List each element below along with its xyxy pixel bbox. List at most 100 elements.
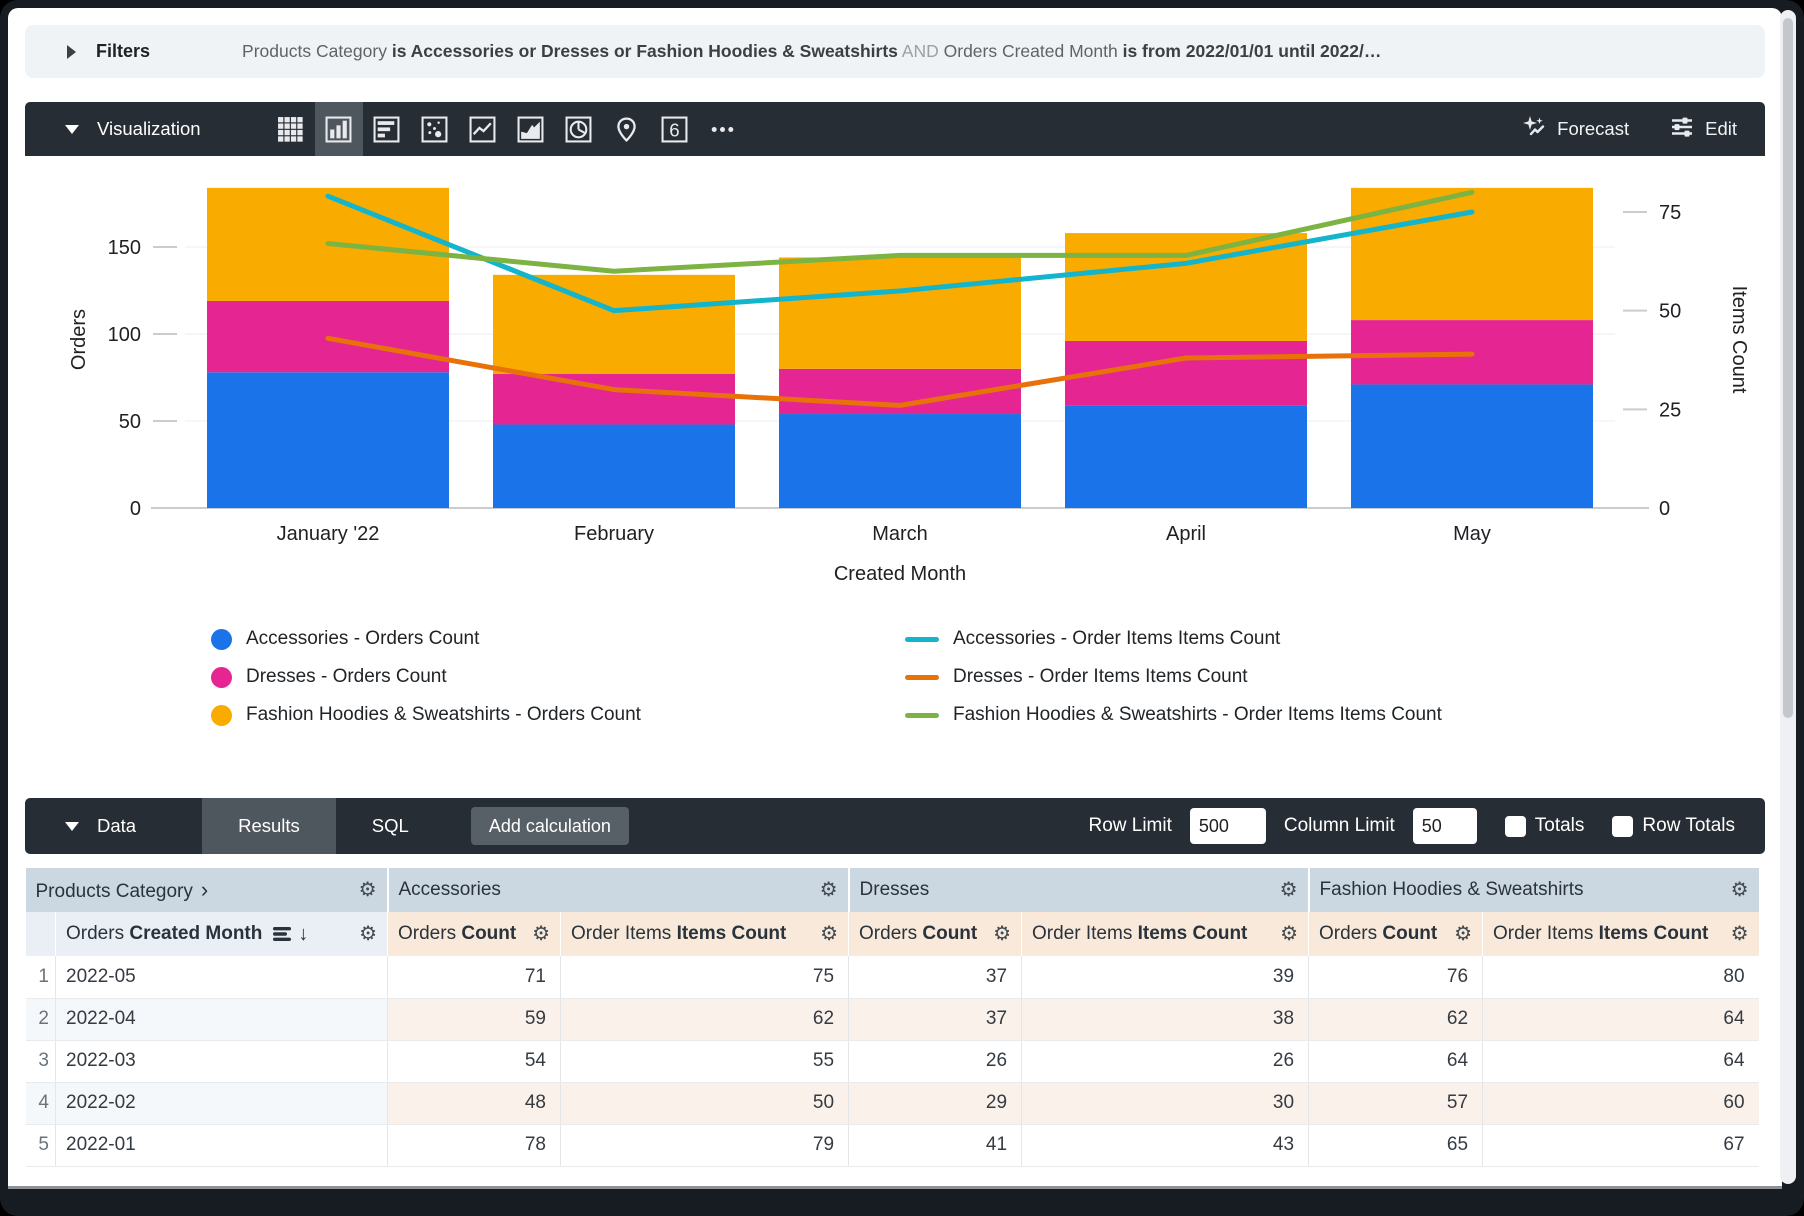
- bar-segment[interactable]: [493, 374, 735, 425]
- single-value-icon[interactable]: 6: [651, 102, 699, 156]
- measure-cell[interactable]: 39: [1021, 956, 1309, 999]
- measure-cell[interactable]: 67: [1482, 1124, 1759, 1167]
- measure-cell[interactable]: 26: [1021, 1040, 1309, 1083]
- bar-segment[interactable]: [207, 372, 449, 508]
- measure-cell[interactable]: 71: [387, 956, 561, 999]
- measure-cell[interactable]: 55: [559, 1040, 849, 1083]
- measure-cell[interactable]: 79: [559, 1124, 849, 1167]
- measure-cell[interactable]: 37: [848, 956, 1022, 999]
- tab-sql[interactable]: SQL: [371, 815, 409, 836]
- bar-segment[interactable]: [779, 257, 1021, 369]
- measure-cell[interactable]: 62: [1308, 998, 1483, 1041]
- stacked-bar[interactable]: [1065, 233, 1307, 508]
- group-header[interactable]: Dresses ⚙: [847, 868, 1309, 912]
- measure-cell[interactable]: 38: [1021, 998, 1309, 1041]
- gear-icon[interactable]: ⚙: [820, 923, 839, 945]
- trend-line[interactable]: [325, 335, 1475, 408]
- measure-cell[interactable]: 80: [1482, 956, 1759, 999]
- legend-item[interactable]: Fashion Hoodies & Sweatshirts - Order It…: [905, 696, 1442, 734]
- measure-cell[interactable]: 26: [848, 1040, 1022, 1083]
- measure-header[interactable]: Orders Count ⚙: [1308, 912, 1483, 956]
- pie-chart-icon[interactable]: [555, 102, 603, 156]
- measure-cell[interactable]: 64: [1308, 1040, 1483, 1083]
- measure-header[interactable]: Orders Count ⚙: [387, 912, 561, 956]
- dimension-cell[interactable]: 2022-02: [55, 1082, 388, 1125]
- gear-icon[interactable]: ⚙: [993, 923, 1012, 945]
- filters-bar[interactable]: Filters Products Category is Accessories…: [25, 25, 1765, 78]
- line-chart-icon[interactable]: [459, 102, 507, 156]
- measure-cell[interactable]: 50: [559, 1082, 849, 1125]
- dimension-cell[interactable]: 2022-03: [55, 1040, 388, 1083]
- measure-cell[interactable]: 64: [1482, 1040, 1759, 1083]
- map-icon[interactable]: [603, 102, 651, 156]
- column-limit-input[interactable]: [1412, 808, 1477, 844]
- vertical-scrollbar[interactable]: [1780, 10, 1796, 1184]
- forecast-button[interactable]: Forecast: [1521, 114, 1629, 145]
- gear-icon[interactable]: ⚙: [359, 923, 377, 945]
- data-collapse-icon[interactable]: [65, 821, 79, 831]
- dimension-header[interactable]: Orders Created Month ↓ ⚙: [55, 912, 388, 956]
- gear-icon[interactable]: ⚙: [1280, 923, 1299, 945]
- measure-cell[interactable]: 54: [387, 1040, 561, 1083]
- measure-cell[interactable]: 65: [1308, 1124, 1483, 1167]
- row-totals-checkbox[interactable]: [1612, 815, 1634, 837]
- group-header[interactable]: Accessories ⚙: [386, 868, 849, 912]
- measure-header[interactable]: Order Items Items Count ⚙: [1021, 912, 1309, 956]
- scrollbar-thumb[interactable]: [1783, 18, 1793, 718]
- bar-segment[interactable]: [1351, 187, 1593, 321]
- legend-item[interactable]: Dresses - Order Items Items Count: [905, 658, 1442, 696]
- scatter-icon[interactable]: [411, 102, 459, 156]
- stacked-bar[interactable]: [779, 257, 1021, 508]
- stacked-bar[interactable]: [207, 187, 449, 508]
- measure-header[interactable]: Order Items Items Count ⚙: [559, 912, 849, 956]
- measure-cell[interactable]: 30: [1021, 1082, 1309, 1125]
- totals-checkbox-wrap[interactable]: Totals: [1504, 815, 1584, 837]
- measure-cell[interactable]: 62: [559, 998, 849, 1041]
- dimension-cell[interactable]: 2022-04: [55, 998, 388, 1041]
- gear-icon[interactable]: ⚙: [1279, 879, 1298, 901]
- gear-icon[interactable]: ⚙: [532, 923, 550, 945]
- gear-icon[interactable]: ⚙: [819, 879, 838, 901]
- stacked-bar[interactable]: [1351, 187, 1593, 508]
- bar-chart-icon[interactable]: [363, 102, 411, 156]
- bar-segment[interactable]: [493, 274, 735, 375]
- legend-item[interactable]: Accessories - Orders Count: [211, 620, 641, 658]
- measure-header[interactable]: Order Items Items Count ⚙: [1482, 912, 1759, 956]
- measure-cell[interactable]: 48: [387, 1082, 561, 1125]
- tab-results[interactable]: Results: [202, 798, 336, 854]
- measure-cell[interactable]: 57: [1308, 1082, 1483, 1125]
- trend-line[interactable]: [325, 189, 1475, 274]
- table-icon[interactable]: [267, 102, 315, 156]
- gear-icon[interactable]: ⚙: [358, 879, 377, 901]
- stacked-bar[interactable]: [493, 274, 735, 508]
- measure-header[interactable]: Orders Count ⚙: [848, 912, 1022, 956]
- measure-cell[interactable]: 75: [559, 956, 849, 999]
- bar-segment[interactable]: [779, 414, 1021, 508]
- row-totals-checkbox-wrap[interactable]: Row Totals: [1612, 815, 1735, 837]
- measure-cell[interactable]: 64: [1482, 998, 1759, 1041]
- dimension-cell[interactable]: 2022-01: [55, 1124, 388, 1167]
- dimension-cell[interactable]: 2022-05: [55, 956, 388, 999]
- subtotal-icon[interactable]: [272, 924, 292, 944]
- measure-cell[interactable]: 59: [387, 998, 561, 1041]
- measure-cell[interactable]: 78: [387, 1124, 561, 1167]
- add-calculation-button[interactable]: Add calculation: [470, 807, 629, 845]
- chevron-right-icon[interactable]: ›: [200, 877, 209, 902]
- bar-segment[interactable]: [1065, 405, 1307, 508]
- group-header[interactable]: Fashion Hoodies & Sweatshirts ⚙: [1307, 868, 1759, 912]
- bar-segment[interactable]: [1351, 384, 1593, 508]
- totals-checkbox[interactable]: [1504, 815, 1526, 837]
- trend-line[interactable]: [325, 193, 1475, 314]
- more-icon[interactable]: [699, 102, 747, 156]
- area-chart-icon[interactable]: [507, 102, 555, 156]
- bar-segment[interactable]: [493, 424, 735, 508]
- visualization-collapse-icon[interactable]: [65, 124, 79, 134]
- gear-icon[interactable]: ⚙: [1730, 879, 1749, 901]
- measure-cell[interactable]: 41: [848, 1124, 1022, 1167]
- group-header-products-category[interactable]: Products Category › ⚙: [25, 868, 388, 912]
- edit-button[interactable]: Edit: [1669, 114, 1737, 145]
- column-chart-icon[interactable]: [314, 102, 363, 156]
- gear-icon[interactable]: ⚙: [1454, 923, 1473, 945]
- row-limit-input[interactable]: [1189, 808, 1266, 844]
- legend-item[interactable]: Accessories - Order Items Items Count: [905, 620, 1442, 658]
